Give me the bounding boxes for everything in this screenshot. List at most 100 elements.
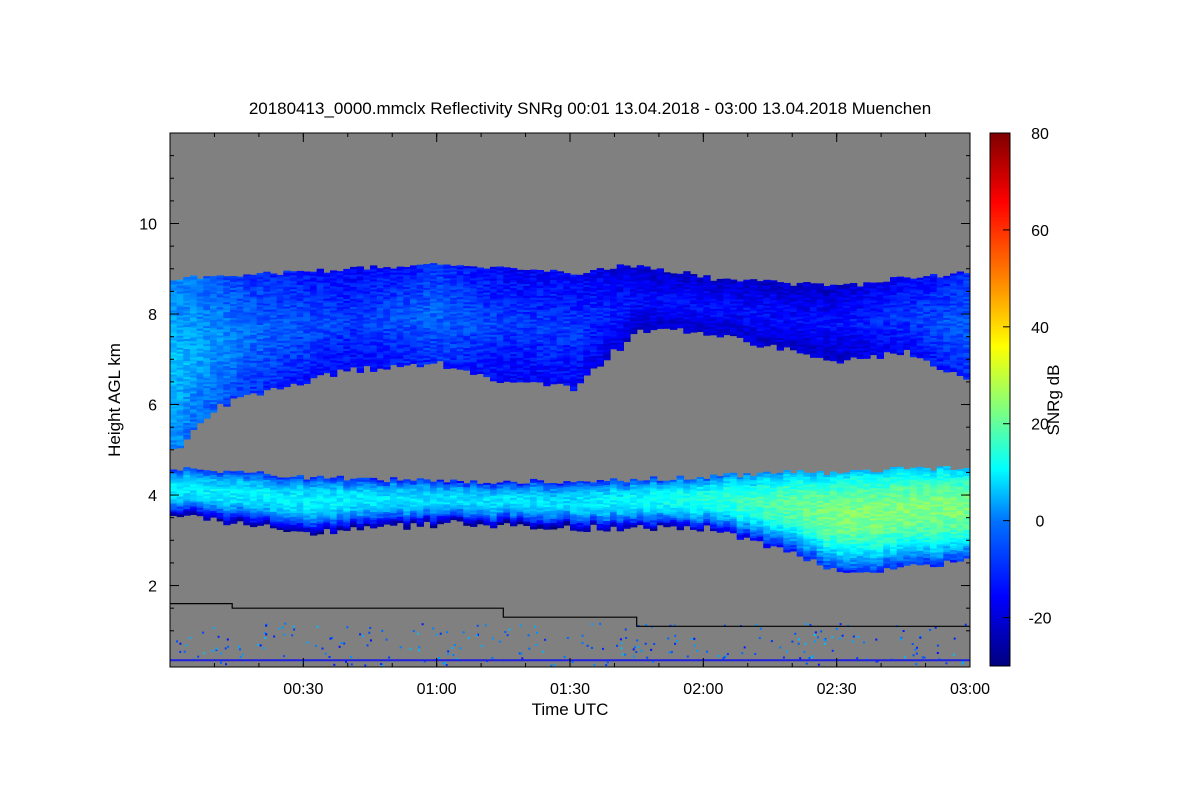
data-cell: [523, 332, 531, 335]
data-cell: [796, 286, 804, 290]
data-cell: [670, 323, 678, 326]
data-cell: [350, 340, 358, 344]
data-cell: [183, 341, 191, 344]
data-cell: [683, 319, 691, 322]
data-cell: [483, 348, 491, 352]
data-cell: [536, 312, 544, 315]
data-cell: [450, 333, 458, 337]
data-cell: [216, 351, 224, 354]
data-cell: [270, 309, 278, 312]
data-cell: [510, 272, 518, 275]
data-cell: [603, 315, 611, 319]
data-cell: [190, 303, 198, 306]
data-cell: [630, 315, 638, 319]
data-cell: [370, 287, 378, 290]
data-cell: [410, 325, 418, 328]
data-cell: [210, 382, 218, 385]
data-cell: [436, 310, 444, 314]
data-cell: [490, 314, 498, 318]
data-cell: [483, 344, 491, 348]
data-cell: [270, 321, 278, 324]
data-cell: [696, 329, 704, 332]
data-cell: [483, 336, 491, 340]
data-cell: [576, 282, 584, 286]
data-cell: [556, 371, 564, 374]
data-cell: [750, 343, 758, 346]
data-cell: [683, 299, 691, 302]
data-cell: [650, 297, 658, 301]
data-cell: [643, 330, 651, 333]
data-cell: [590, 364, 598, 367]
data-cell: [270, 357, 278, 360]
data-cell: [596, 274, 604, 277]
data-cell: [450, 309, 458, 313]
data-cell: [436, 322, 444, 326]
data-cell: [616, 270, 624, 273]
data-cell: [483, 362, 491, 366]
data-cell: [483, 324, 491, 328]
data-cell: [430, 301, 438, 304]
data-cell: [263, 341, 271, 345]
data-cell: [763, 325, 771, 329]
data-cell: [303, 345, 311, 348]
data-cell: [703, 315, 711, 318]
data-cell: [703, 283, 711, 286]
data-cell: [583, 293, 591, 296]
data-cell: [770, 314, 778, 317]
data-cell: [370, 337, 378, 340]
data-cell: [403, 361, 411, 364]
data-cell: [816, 301, 824, 304]
data-cell: [176, 431, 184, 435]
data-cell: [503, 367, 511, 370]
data-cell: [523, 336, 531, 339]
data-cell: [443, 310, 451, 313]
data-cell: [803, 340, 811, 343]
data-cell: [316, 340, 324, 344]
data-cell: [456, 317, 464, 320]
data-cell: [443, 324, 451, 327]
data-cell: [383, 363, 391, 366]
data-cell: [330, 350, 338, 353]
data-cell: [556, 357, 564, 360]
data-cell: [176, 371, 184, 375]
data-cell: [703, 309, 711, 312]
data-cell: [203, 310, 211, 313]
data-cell: [770, 298, 778, 301]
data-cell: [796, 334, 804, 338]
data-cell: [470, 300, 478, 303]
data-cell: [356, 322, 364, 325]
data-cell: [843, 347, 851, 351]
data-cell: [430, 359, 438, 362]
data-cell: [583, 355, 591, 358]
data-cell: [390, 328, 398, 332]
data-cell: [550, 299, 558, 303]
data-cell: [303, 303, 311, 306]
data-cell: [730, 311, 738, 315]
data-cell: [383, 335, 391, 338]
data-cell: [383, 315, 391, 318]
data-cell: [310, 337, 318, 341]
data-cell: [570, 286, 578, 290]
data-cell: [756, 307, 764, 310]
data-cell: [230, 382, 238, 385]
data-cell: [836, 287, 844, 290]
data-cell: [656, 308, 664, 311]
data-cell: [176, 391, 184, 395]
data-cell: [483, 374, 491, 378]
data-cell: [203, 322, 211, 325]
data-cell: [783, 292, 791, 296]
data-cell: [330, 362, 338, 365]
data-cell: [443, 362, 451, 365]
data-cell: [283, 356, 291, 360]
data-cell: [536, 324, 544, 327]
data-cell: [596, 328, 604, 331]
data-cell: [496, 348, 504, 351]
data-cell: [216, 393, 224, 396]
data-cell: [583, 319, 591, 322]
data-cell: [743, 281, 751, 285]
data-cell: [350, 324, 358, 328]
data-cell: [743, 285, 751, 289]
data-cell: [410, 335, 418, 338]
data-cell: [776, 310, 784, 313]
data-cell: [243, 316, 251, 319]
